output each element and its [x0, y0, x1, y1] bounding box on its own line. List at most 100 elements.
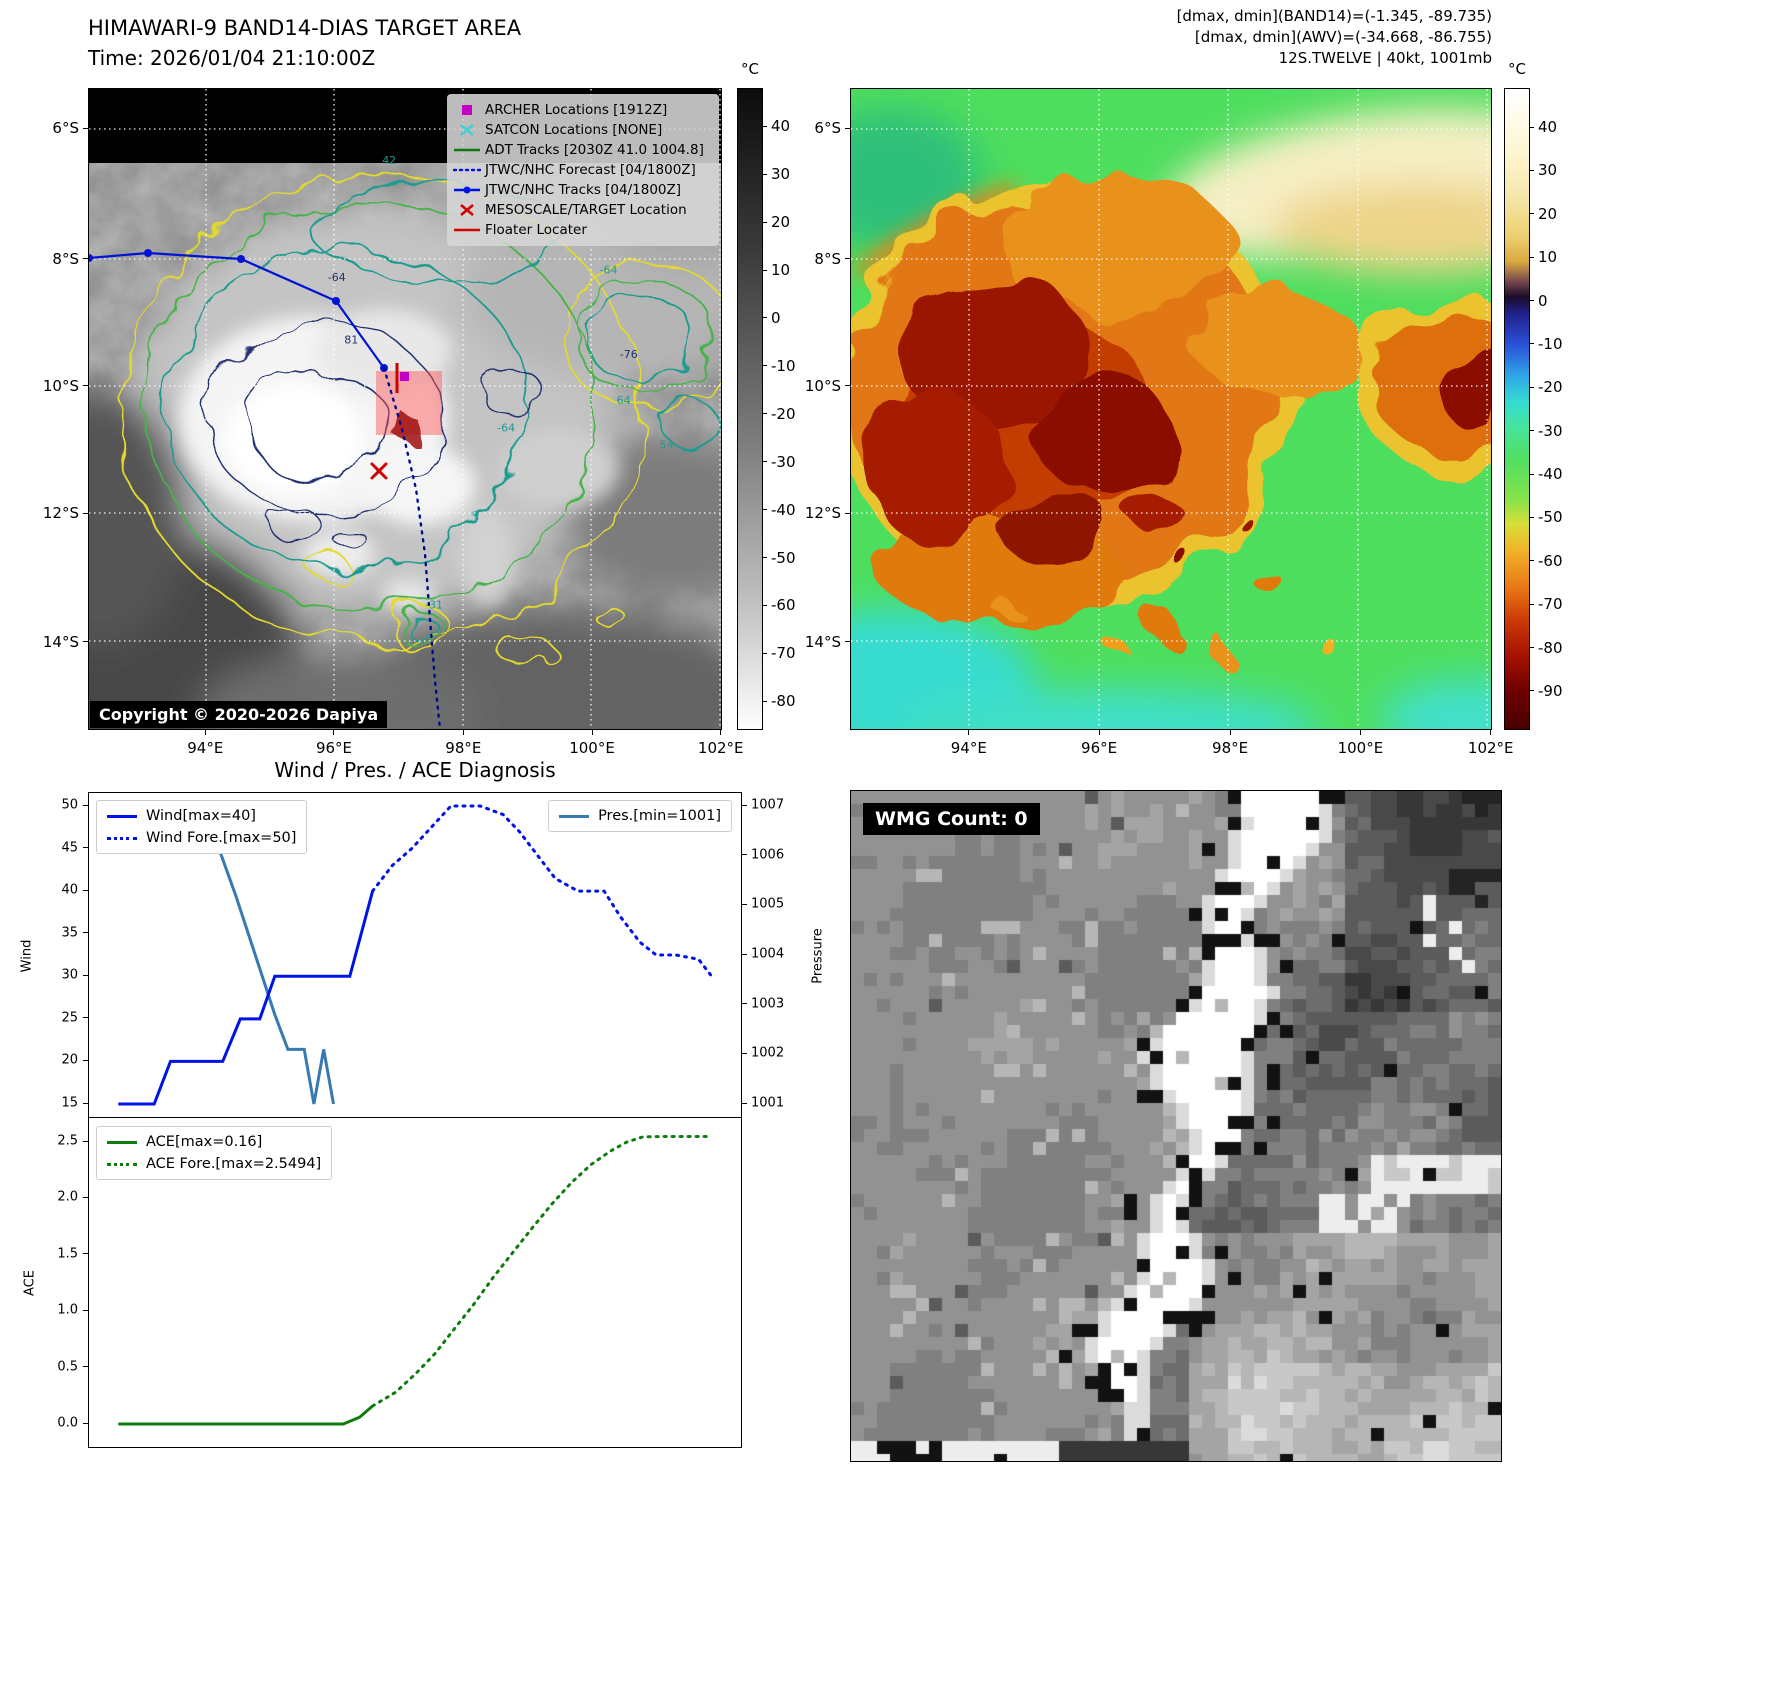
ace-legend: ACE[max=0.16] ACE Fore.[max=2.5494] [96, 1126, 333, 1180]
lat-tick-label: 12°S [804, 504, 841, 523]
colorbar-tick-label: -20 [771, 404, 796, 423]
lat-tick-label: 8°S [52, 249, 79, 268]
chart-legend-label: ACE Fore.[max=2.5494] [146, 1156, 322, 1172]
colorbar-tick [1530, 386, 1534, 388]
colorbar-tick [763, 269, 767, 271]
colorbar-tick-label: -90 [1538, 681, 1563, 700]
colorbar-tick-label: -70 [771, 644, 796, 663]
map-legend-label: JTWC/NHC Tracks [04/1800Z] [485, 182, 682, 198]
colorbar [1504, 88, 1530, 730]
solid-line-icon [107, 1140, 137, 1144]
map-legend-item: JTWC/NHC Tracks [04/1800Z] [453, 180, 713, 200]
colorbar-tick-label: -70 [1538, 595, 1563, 614]
colorbar-tick [1530, 690, 1534, 692]
square-legend-marker-icon [462, 105, 472, 115]
colorbar2-unit: °C [1508, 60, 1526, 78]
contour-navy [207, 323, 542, 552]
chart-legend-item: Wind Fore.[max=50] [107, 830, 296, 846]
chart-legend-item: Wind[max=40] [107, 808, 296, 824]
contour-label: 81 [344, 334, 358, 347]
lon-tick-label: 98°E [445, 739, 482, 757]
colorbar-tick-label: -80 [771, 692, 796, 711]
axis-tick [845, 641, 850, 643]
floater-area [393, 409, 417, 441]
colorbar-tick-label: 20 [771, 213, 791, 232]
colorbar-tick [763, 461, 767, 463]
axis-tick [968, 730, 970, 735]
chart-legend-label: Wind[max=40] [146, 808, 256, 824]
colorbar-tick [1530, 300, 1534, 302]
chart-tick-label: 1006 [751, 847, 785, 863]
map-legend-label: SATCON Locations [NONE] [485, 122, 663, 138]
colorbar-tick-label: -60 [1538, 551, 1563, 570]
latlon-grid [89, 89, 721, 729]
lon-tick-label: 100°E [1337, 739, 1384, 757]
line-dot-legend-marker-icon [454, 186, 480, 194]
lon-tick-label: 96°E [315, 739, 353, 757]
solid-line-icon [559, 814, 590, 818]
colorbar [737, 88, 763, 730]
band14-map-plot: 42 -64 -64 81 -76 64 -64 54 -31 ARCHER Locations… [88, 88, 722, 730]
colorbar-tick [763, 700, 767, 702]
map-legend-item: ADT Tracks [2030Z 41.0 1004.8] [453, 140, 713, 160]
chart-tick-label: 45 [61, 840, 78, 856]
chart-tick-label: 35 [61, 925, 78, 941]
colorbar-tick-label: 30 [1538, 161, 1558, 180]
colorbar-tick-label: -30 [771, 452, 796, 471]
colorbar-tick-label: -30 [1538, 421, 1563, 440]
panel2-header: [dmax, dmin](BAND14)=(-1.345, -89.735) [… [800, 6, 1492, 69]
chart-tick-label: 1007 [751, 797, 785, 813]
ace-plot-area [118, 1135, 714, 1426]
colorbar-tick [763, 365, 767, 367]
axis-tick [83, 127, 88, 129]
chart-tick [83, 804, 88, 806]
axis-tick [333, 730, 335, 735]
colorbar-tick [1530, 256, 1534, 258]
lat-tick-label: 14°S [42, 632, 79, 651]
chart-tick [83, 1253, 88, 1255]
axis-tick [591, 730, 593, 735]
chart-tick [83, 1422, 88, 1424]
colorbar-tick [1530, 343, 1534, 345]
colorbar-tick [763, 652, 767, 654]
colorbar-tick-label: -60 [771, 596, 796, 615]
map-legend-label: ARCHER Locations [1912Z] [485, 102, 668, 118]
colorbar-tick [1530, 560, 1534, 562]
chart-tick [83, 1017, 88, 1019]
map-legend-label: ADT Tracks [2030Z 41.0 1004.8] [485, 142, 704, 158]
map-legend-label: MESOSCALE/TARGET Location [485, 202, 687, 218]
lat-tick-label: 12°S [42, 504, 79, 523]
chart-tick [742, 854, 747, 856]
colorbar-tick-label: 10 [1538, 248, 1558, 267]
chart-tick-label: 40 [61, 882, 78, 898]
contour-label: -64 [497, 421, 515, 434]
colorbar-tick [1530, 516, 1534, 518]
colorbar-tick [1530, 126, 1534, 128]
chart-tick [83, 1102, 88, 1104]
archer-location-marker [400, 372, 409, 381]
chart-legend-item: ACE Fore.[max=2.5494] [107, 1156, 321, 1172]
map-legend-label: JTWC/NHC Forecast [04/1800Z] [485, 162, 696, 178]
axis-tick [1098, 730, 1100, 735]
awv-satellite-image [851, 89, 1491, 729]
colorbar-tick-label: -10 [771, 356, 796, 375]
colorbar-tick [1530, 430, 1534, 432]
axis-tick [83, 641, 88, 643]
chart-tick-label: 0.0 [57, 1415, 78, 1431]
lat-tick-label: 6°S [52, 119, 79, 138]
wind-axis-label: Wind [19, 939, 35, 973]
contour-label: -31 [425, 599, 443, 612]
dmax-dmin-awv: [dmax, dmin](AWV)=(-34.668, -86.755) [1194, 28, 1492, 46]
lat-tick-label: 10°S [804, 376, 841, 395]
chart-legend-label: Wind Fore.[max=50] [146, 830, 297, 846]
contour-label: -76 [620, 348, 638, 361]
colorbar-tick-label: -80 [1538, 638, 1563, 657]
lon-tick-label: 102°E [697, 739, 744, 757]
map-legend-item: ARCHER Locations [1912Z] [453, 100, 713, 120]
chart-tick [742, 903, 747, 905]
contour-label: 64 [617, 394, 631, 407]
map-legend-item: SATCON Locations [NONE] [453, 120, 713, 140]
chart-tick [742, 953, 747, 955]
axis-tick [204, 730, 206, 735]
map-legend-item: MESOSCALE/TARGET Location [453, 200, 713, 220]
